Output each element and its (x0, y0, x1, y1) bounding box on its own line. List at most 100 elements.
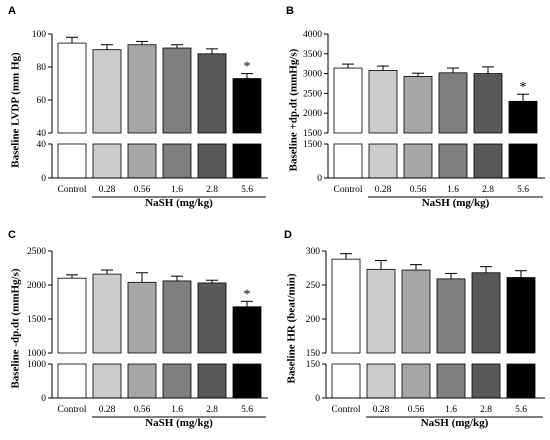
y-tick-label: 40 (37, 140, 47, 150)
bar-upper (232, 78, 262, 134)
bar-upper (232, 306, 262, 354)
significance-star: * (520, 80, 527, 95)
bar-lower (368, 143, 398, 179)
bar-lower (473, 143, 503, 179)
y-tick-label: 1000 (27, 349, 46, 359)
category-label: 2.8 (206, 185, 218, 195)
category-label: 2.8 (482, 185, 494, 195)
bar-lower (92, 363, 122, 399)
y-tick-label: 300 (306, 247, 321, 257)
panel-a: A Baseline LVDP (mm Hg) Control 0.28 0.56 1.6… (8, 5, 268, 209)
category-label: 0.28 (373, 405, 390, 415)
bar-lower (401, 363, 431, 399)
bar-upper (162, 280, 192, 354)
y-axis-label: Baseline LVDP (mm Hg) (10, 52, 22, 168)
y-tick-label: 1500 (303, 140, 322, 150)
y-tick-label: 0 (41, 174, 46, 184)
bar-upper (366, 268, 396, 354)
bar-lower (403, 143, 433, 179)
bar-lower (92, 143, 122, 179)
category-label: 2.8 (480, 405, 492, 415)
significance-star: * (244, 287, 251, 302)
bar-upper (471, 272, 501, 354)
bar-upper (506, 277, 536, 354)
bar-lower (57, 143, 87, 179)
category-label: 1.6 (171, 185, 183, 195)
y-tick-label: 2500 (27, 247, 46, 257)
category-label: 0.56 (134, 405, 151, 415)
y-tick-label: 0 (317, 174, 322, 184)
bar-lower (232, 363, 262, 399)
bar-upper (127, 44, 157, 134)
category-label: 5.6 (241, 405, 253, 415)
bar-lower (162, 143, 192, 179)
y-tick-label: 3500 (303, 50, 322, 60)
y-tick-label: 200 (306, 315, 321, 325)
panel-d: D Baseline HR (beat/min) Control 0.28 0.56 1.… (284, 229, 545, 429)
bar-upper (438, 72, 468, 134)
y-tick-label: 2000 (303, 109, 322, 119)
bar-lower (471, 363, 501, 399)
category-label: 0.56 (410, 185, 427, 195)
category-label: Control (333, 185, 362, 195)
category-label: 1.6 (171, 405, 183, 415)
x-axis-label: NaSH (mg/kg) (145, 417, 213, 429)
y-tick-label: 3000 (303, 70, 322, 80)
category-label: 0.28 (99, 405, 116, 415)
bar-upper (57, 277, 87, 354)
y-tick-label: 2000 (27, 281, 46, 291)
panel-letter: D (284, 229, 292, 241)
bar-upper (127, 281, 157, 354)
bar-lower (197, 363, 227, 399)
panel-c: C Baseline -dp.dt (mmHg/s) Control 0.28 0.56… (8, 229, 268, 429)
bar-lower (127, 363, 157, 399)
panel-b: B Baseline +dp.dt (mmHg/s) Control 0.28 0.56… (286, 5, 545, 209)
category-label: 5.6 (515, 405, 527, 415)
bar-lower (506, 363, 536, 399)
bar-upper (368, 70, 398, 134)
bar-upper (333, 67, 363, 134)
y-tick-label: 80 (37, 63, 47, 73)
panel-letter: A (8, 5, 16, 17)
y-axis-label: Baseline +dp.dt (mmHg/s) (288, 48, 300, 171)
y-tick-label: 4000 (303, 30, 322, 40)
category-label: 0.28 (375, 185, 392, 195)
bar-upper (403, 75, 433, 134)
bar-lower (197, 143, 227, 179)
y-tick-label: 100 (32, 30, 47, 40)
x-axis-label: NaSH (mg/kg) (145, 197, 213, 209)
category-label: Control (331, 405, 360, 415)
category-label: 2.8 (206, 405, 218, 415)
category-label: 0.28 (99, 185, 116, 195)
category-label: 5.6 (517, 185, 529, 195)
bar-upper (92, 49, 122, 134)
bar-upper (473, 73, 503, 134)
bar-lower (438, 143, 468, 179)
category-label: 5.6 (241, 185, 253, 195)
significance-star: * (244, 60, 251, 75)
bar-upper (197, 53, 227, 134)
y-tick-label: 1500 (303, 129, 322, 139)
bar-upper (401, 269, 431, 354)
bar-lower (508, 143, 538, 179)
bar-lower (366, 363, 396, 399)
bar-lower (436, 363, 466, 399)
category-label: 0.56 (408, 405, 425, 415)
bar-upper (436, 278, 466, 354)
category-label: 0.56 (134, 185, 151, 195)
category-label: Control (57, 405, 86, 415)
y-tick-label: 250 (306, 281, 321, 291)
bar-upper (92, 273, 122, 354)
category-label: 1.6 (447, 185, 459, 195)
bar-lower (333, 143, 363, 179)
bar-lower (127, 143, 157, 179)
y-axis-label: Baseline -dp.dt (mmHg/s) (10, 268, 22, 388)
y-tick-label: 0 (315, 394, 320, 404)
category-label: 1.6 (445, 405, 457, 415)
bar-lower (232, 143, 262, 179)
y-tick-label: 1500 (27, 315, 46, 325)
x-axis-label: NaSH (mg/kg) (422, 197, 490, 209)
x-axis-label: NaSH (mg/kg) (421, 417, 489, 429)
bar-upper (197, 282, 227, 354)
